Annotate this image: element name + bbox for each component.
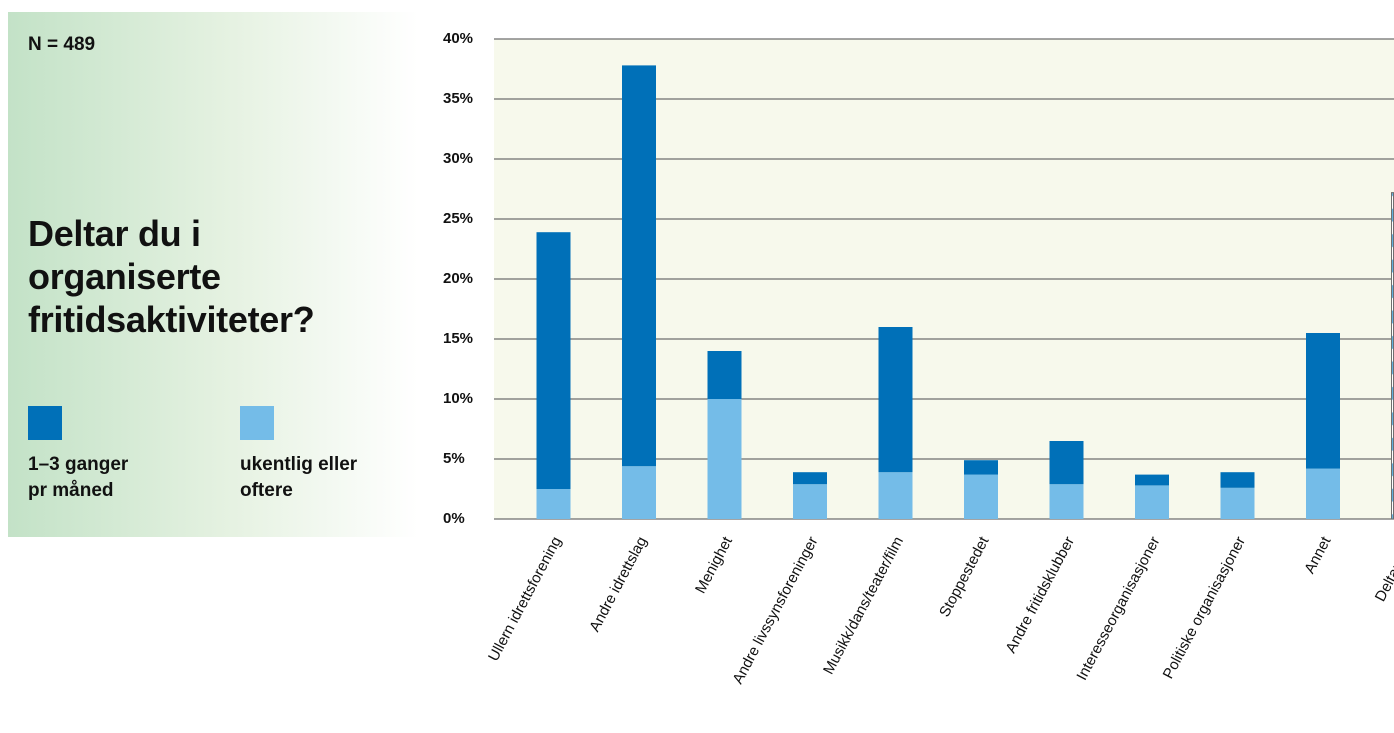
y-tick-label: 5% (443, 450, 465, 467)
bar-weekly (1306, 468, 1340, 519)
x-tick-label: Deltar ikke (1372, 534, 1394, 605)
bar-monthly (1220, 472, 1255, 488)
x-tick-label: Andre fritidsklubber (1002, 534, 1078, 656)
x-tick-label: Ullern idrettsforening (485, 534, 565, 664)
y-tick-label: 10% (443, 390, 473, 407)
y-tick-label: 0% (443, 510, 465, 527)
x-tick-label: Musikk/dans/teater/film (820, 534, 907, 677)
bar-monthly (1135, 474, 1169, 486)
x-tick-label: Andre livssynsforeninger (729, 534, 821, 687)
legend-swatch-weekly (240, 406, 274, 440)
y-tick-label: 15% (443, 330, 473, 347)
bar-weekly (793, 484, 827, 519)
bar-deltar-ikke (1391, 192, 1394, 520)
bar-monthly (1306, 333, 1340, 469)
bar-weekly (1049, 484, 1084, 519)
bar-monthly (1049, 441, 1084, 485)
x-tick-label: Interesseorganisasjoner (1073, 534, 1163, 683)
x-tick-label: Andre idrettslag (586, 534, 650, 635)
legend-label-weekly: ukentlig eller oftere (240, 452, 420, 503)
legend-label-monthly-line-1: 1–3 ganger (28, 454, 129, 475)
chart-question: Deltar du i organiserte fritidsaktivitet… (28, 212, 408, 342)
x-tick-label: Politiske organisasjoner (1160, 534, 1249, 682)
question-line-2: organiserte (28, 256, 221, 298)
sample-size-label: N = 489 (28, 34, 96, 55)
bar-monthly (707, 351, 742, 399)
bar-monthly (622, 65, 656, 467)
bar-weekly (1220, 487, 1255, 519)
question-line-3: fritidsaktiviteter? (28, 299, 315, 341)
question-line-1: Deltar du i (28, 213, 201, 254)
x-tick-label: Menighet (692, 533, 736, 596)
y-tick-label: 40% (443, 30, 473, 47)
legend-swatch-monthly (28, 406, 62, 440)
x-tick-label: Stoppestedet (936, 533, 993, 620)
legend-label-monthly: 1–3 ganger pr måned (28, 452, 208, 503)
bar-monthly (793, 472, 827, 485)
bar-weekly (1135, 485, 1169, 519)
bar-weekly (878, 472, 913, 519)
bar-weekly (536, 489, 571, 519)
x-tick-label: Annet (1301, 533, 1335, 576)
legend-label-weekly-line-2: oftere (240, 479, 293, 501)
legend-label-monthly-line-2: pr måned (28, 479, 114, 501)
info-panel (8, 12, 418, 537)
legend-label-weekly-line-1: ukentlig eller (240, 454, 358, 475)
bar-weekly (707, 399, 742, 519)
bar-monthly (878, 327, 913, 473)
bar-monthly (964, 460, 998, 475)
bar-weekly (964, 474, 998, 519)
y-tick-label: 30% (443, 150, 473, 167)
y-tick-label: 35% (443, 90, 473, 107)
y-tick-label: 20% (443, 270, 473, 287)
bar-weekly (622, 466, 656, 519)
y-tick-label: 25% (443, 210, 473, 227)
bar-monthly (536, 232, 571, 489)
